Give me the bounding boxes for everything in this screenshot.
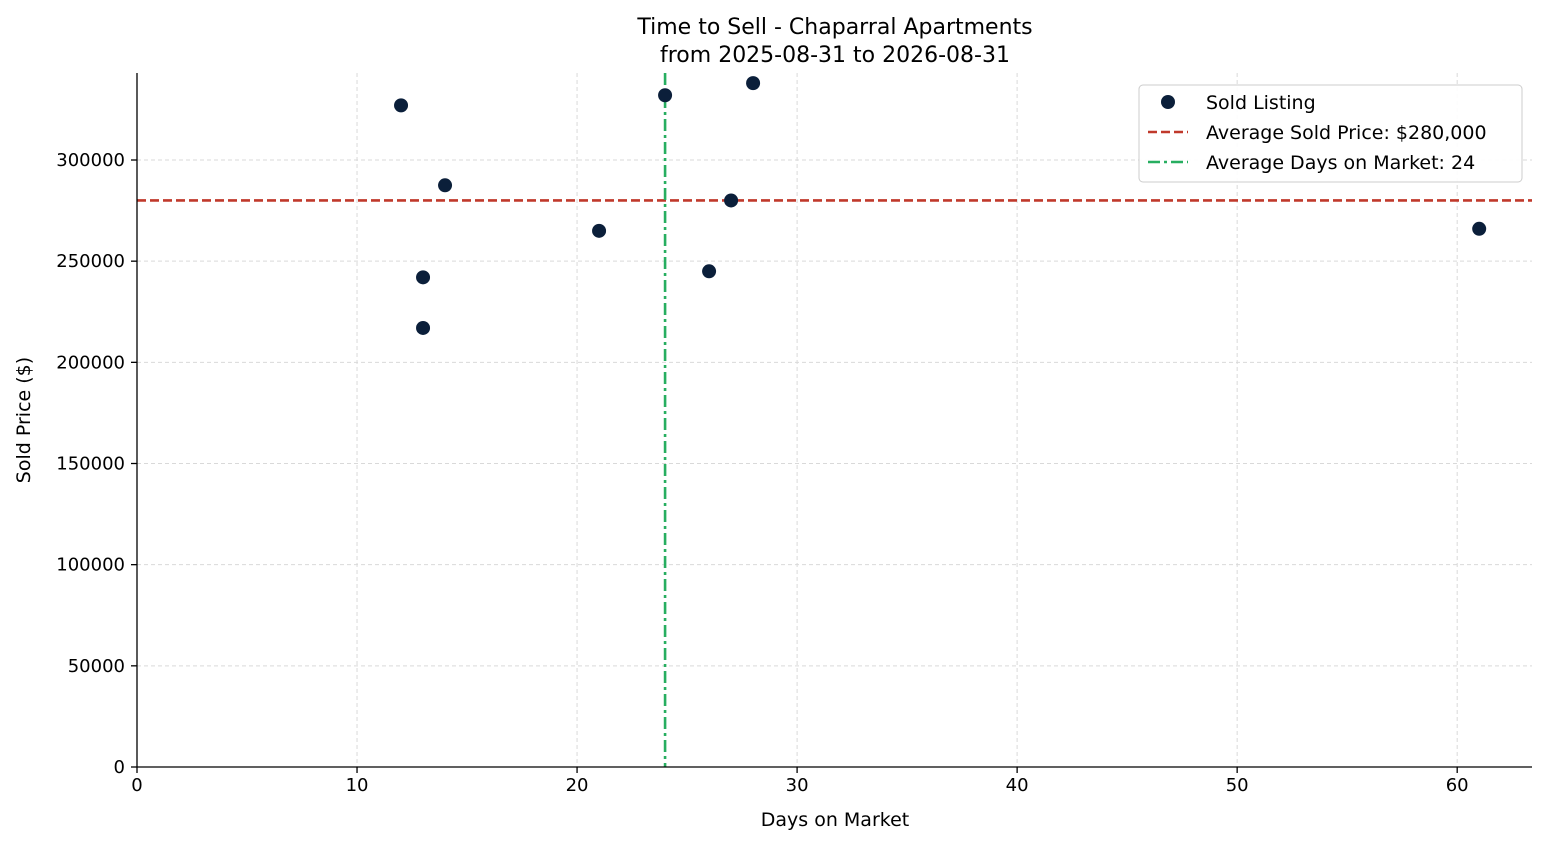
y-axis-label: Sold Price ($)	[13, 357, 35, 483]
y-tick-label: 250000	[56, 251, 125, 272]
x-tick-label: 0	[131, 775, 142, 796]
x-tick-label: 10	[346, 775, 369, 796]
y-tick-label: 200000	[56, 352, 125, 373]
sold-listing-point	[416, 320, 431, 335]
x-tick-label: 50	[1226, 775, 1249, 796]
y-tick-label: 300000	[56, 150, 125, 171]
sold-listing-point	[416, 270, 431, 285]
sold-listing-point	[724, 193, 739, 208]
y-tick-label: 150000	[56, 454, 125, 475]
sold-listing-point	[592, 223, 607, 238]
legend-box	[1138, 84, 1523, 183]
chart-title: Time to Sell - Chaparral Apartments	[636, 15, 1032, 40]
axes: 0 10 20 30 40 50 60 0 50000 100000 150000 200000 250…	[56, 73, 1532, 796]
x-axis-label: Days on Market	[761, 809, 909, 831]
sold-listing-point	[394, 98, 409, 113]
y-tick-label: 100000	[56, 555, 125, 576]
legend-label-average-days: Average Days on Market: 24	[1206, 152, 1475, 174]
legend: Sold Listing Average Sold Price: $280,000…	[1138, 84, 1523, 183]
sold-listing-point	[438, 178, 453, 193]
sold-listing-point	[1472, 221, 1487, 236]
x-tick-label: 60	[1446, 775, 1469, 796]
data-points	[394, 76, 1487, 335]
x-tick-label: 30	[786, 775, 809, 796]
chart-subtitle: from 2025-08-31 to 2026-08-31	[660, 43, 1010, 68]
y-tick-label: 50000	[68, 656, 125, 677]
legend-label-sold-listing: Sold Listing	[1206, 92, 1316, 114]
sold-listing-point	[746, 76, 761, 91]
y-tick-label: 0	[114, 757, 125, 778]
sold-listing-point	[658, 88, 673, 103]
reference-lines	[137, 73, 1532, 767]
x-tick-label: 40	[1006, 775, 1029, 796]
legend-label-average-price: Average Sold Price: $280,000	[1206, 122, 1487, 144]
legend-marker-sold-listing	[1161, 95, 1175, 109]
x-tick-label: 20	[566, 775, 589, 796]
sold-listing-point	[702, 264, 717, 279]
